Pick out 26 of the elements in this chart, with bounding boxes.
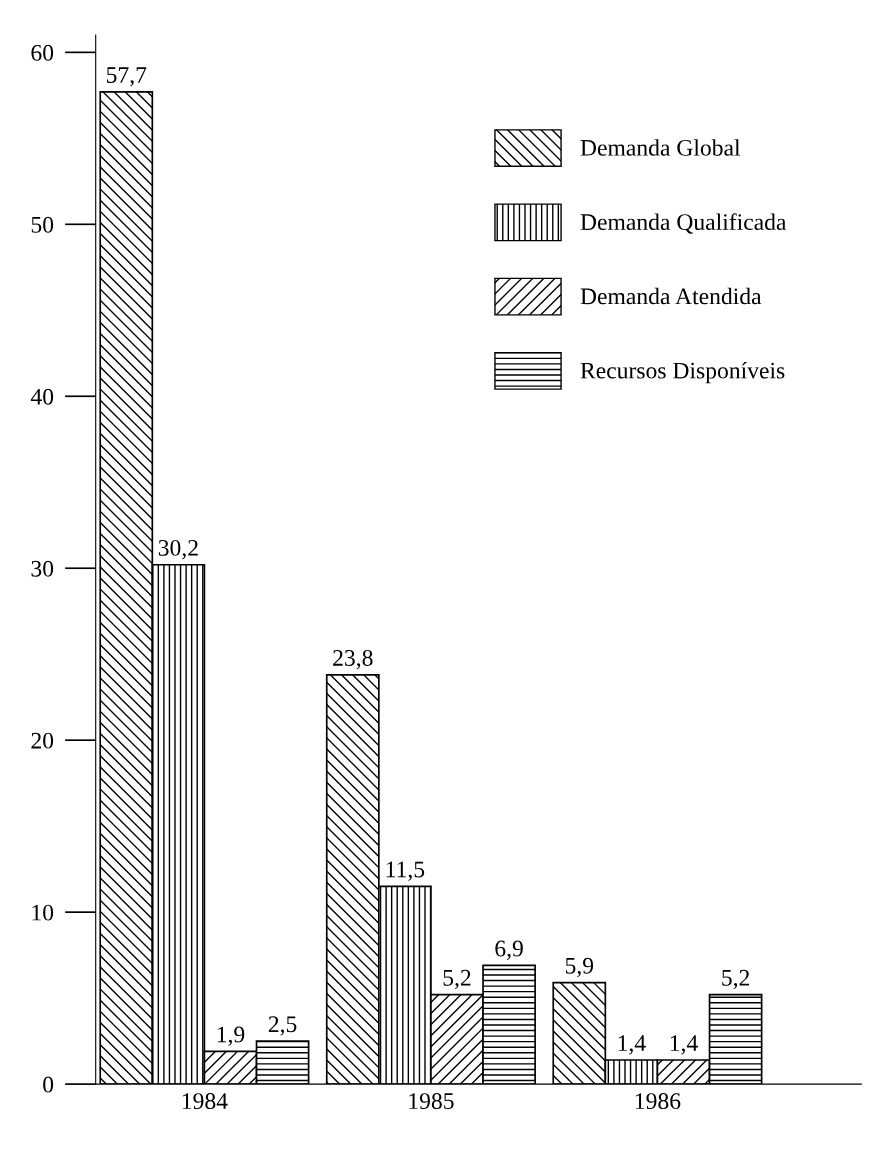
- legend-label: Demanda Atendida: [580, 287, 762, 305]
- data-label: 5,2: [722, 969, 750, 990]
- y-tick-label: 20: [31, 732, 54, 749]
- y-tick-label: 0: [43, 1076, 54, 1093]
- data-label: 1,4: [618, 1035, 646, 1055]
- x-tick-label: 1985: [409, 1093, 454, 1110]
- data-label: 5,2: [443, 969, 471, 990]
- data-label: 2,5: [268, 1016, 297, 1036]
- data-label: 6,9: [495, 940, 523, 960]
- y-tick-label: 50: [31, 216, 54, 233]
- data-label: 1,4: [670, 1035, 698, 1055]
- data-label: 5,9: [565, 957, 594, 978]
- legend-label: Demanda Global: [580, 139, 741, 156]
- legend-label: Recursos Disponíveis: [580, 361, 785, 384]
- data-label: 1,9: [217, 1026, 245, 1046]
- data-label: 23,8: [333, 649, 373, 670]
- x-tick-label: 1984: [182, 1093, 228, 1110]
- data-label: 11,5: [386, 861, 425, 881]
- y-tick-label: 10: [32, 904, 54, 921]
- y-tick-label: 60: [31, 44, 54, 61]
- data-label: 30,2: [158, 539, 198, 560]
- y-tick-label: 40: [30, 388, 54, 405]
- legend-label: Demanda Qualificada: [580, 213, 787, 234]
- x-tick-label: 1986: [635, 1093, 681, 1110]
- data-label: 57,7: [106, 67, 147, 87]
- y-tick-label: 30: [31, 560, 54, 577]
